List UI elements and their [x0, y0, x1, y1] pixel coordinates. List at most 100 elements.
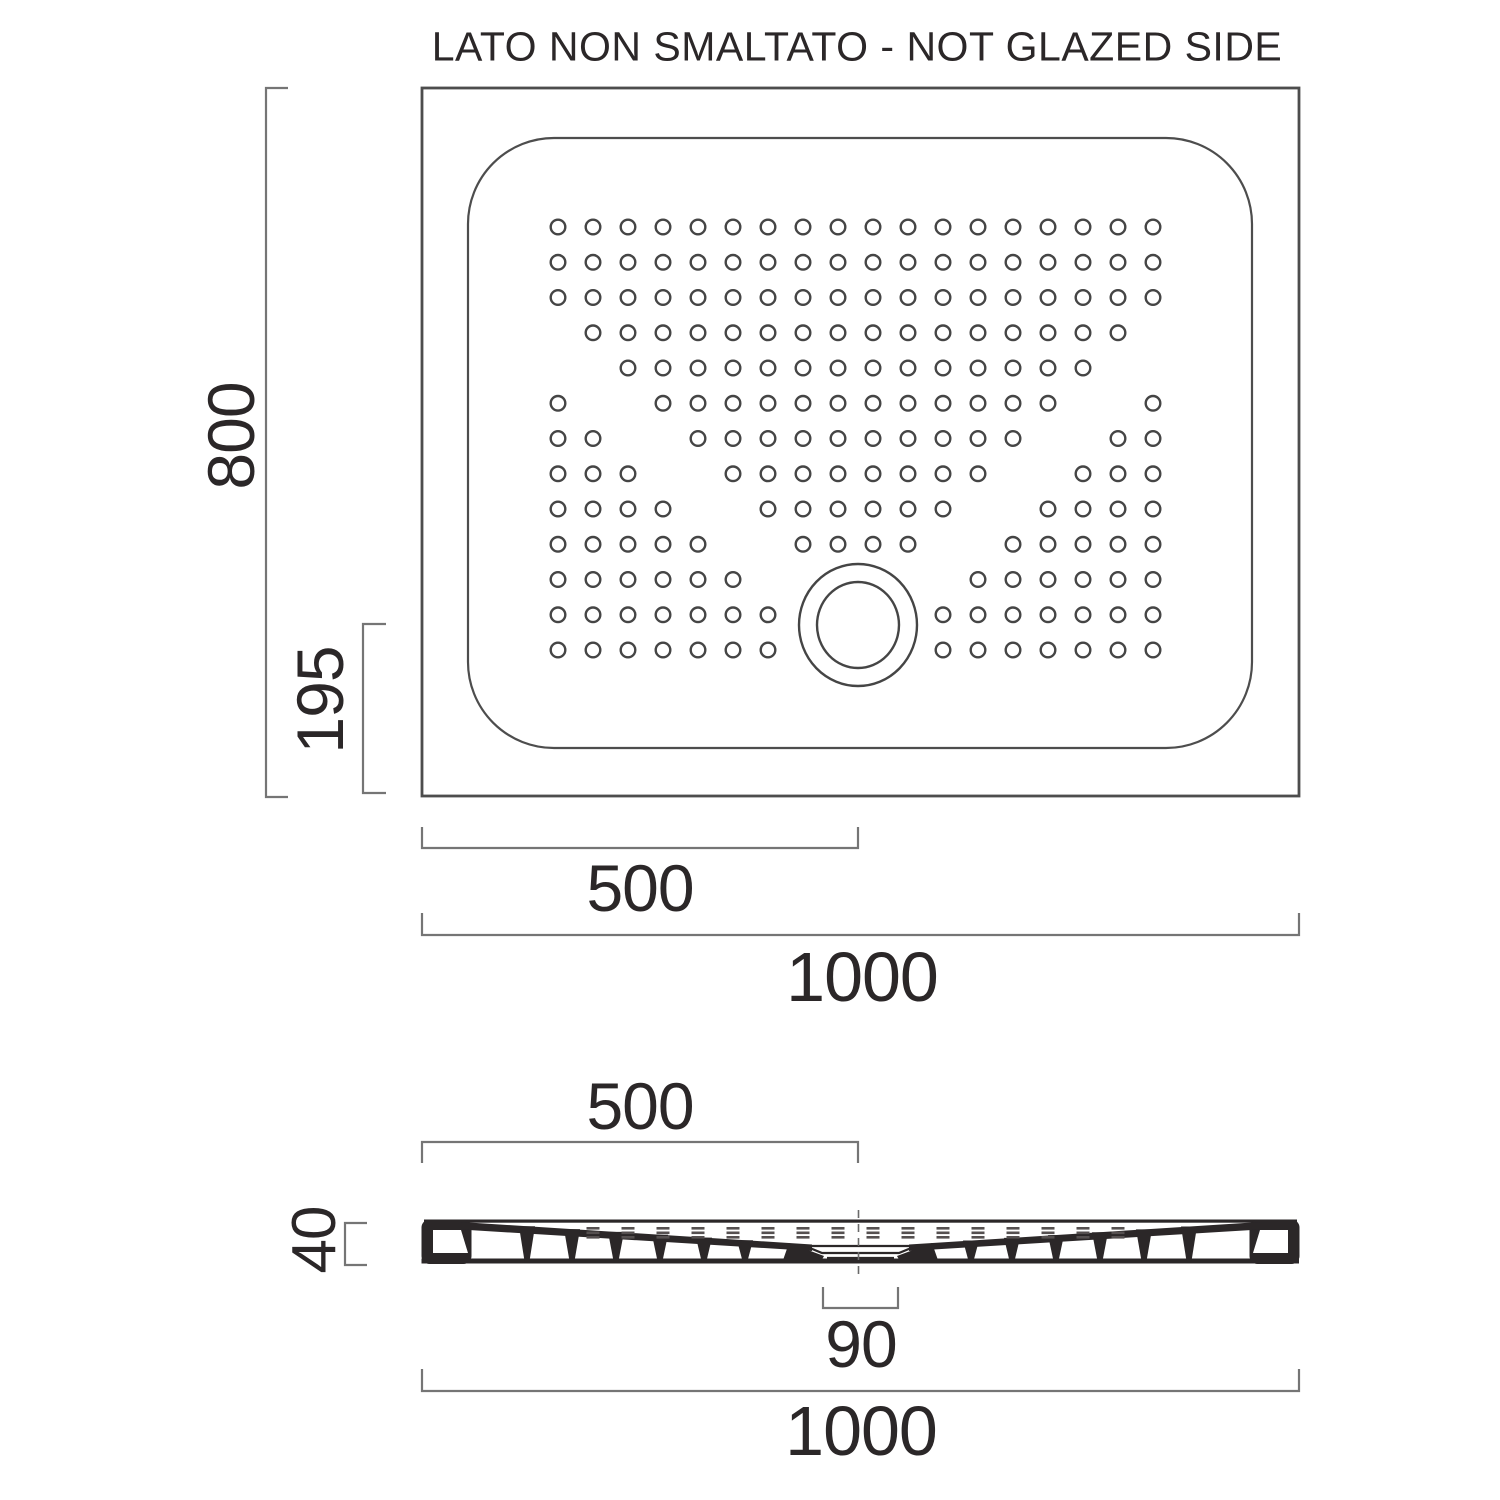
antislip-dot: [549, 465, 567, 483]
section-antislip-mark: [1111, 1227, 1125, 1239]
section-antislip-mark: [971, 1227, 985, 1239]
antislip-dot: [1144, 535, 1162, 553]
antislip-dot: [1144, 465, 1162, 483]
antislip-dot: [759, 289, 777, 307]
antislip-dot: [1144, 394, 1162, 412]
antislip-dot: [899, 465, 917, 483]
antislip-dot: [1039, 641, 1057, 659]
antislip-dot: [1039, 606, 1057, 624]
antislip-dot: [759, 430, 777, 448]
antislip-dot: [654, 500, 672, 518]
antislip-dot: [724, 606, 742, 624]
antislip-dot: [1039, 394, 1057, 412]
antislip-dot: [969, 359, 987, 377]
dim-500-section-bracket: [420, 1140, 860, 1163]
antislip-dot: [899, 324, 917, 342]
section-floor-slope-left: [461, 1222, 812, 1251]
dim-1000-top-bracket: [420, 913, 1301, 937]
antislip-dot: [899, 394, 917, 412]
antislip-dot: [829, 394, 847, 412]
antislip-dot: [724, 289, 742, 307]
antislip-dot: [1074, 359, 1092, 377]
antislip-dot: [1074, 500, 1092, 518]
antislip-dot: [1039, 571, 1057, 589]
section-rib: [1092, 1232, 1108, 1261]
antislip-dot: [969, 641, 987, 659]
antislip-dot: [619, 289, 637, 307]
antislip-dot: [794, 359, 812, 377]
antislip-dot: [619, 500, 637, 518]
dim-40-bracket: [343, 1221, 367, 1267]
antislip-dot: [934, 324, 952, 342]
antislip-dot: [1004, 606, 1022, 624]
antislip-dot: [724, 571, 742, 589]
dim-800-bracket: [264, 86, 288, 799]
antislip-dot: [724, 359, 742, 377]
section-antislip-mark: [1006, 1227, 1020, 1239]
antislip-dot: [654, 641, 672, 659]
antislip-dot: [934, 606, 952, 624]
antislip-dot: [689, 218, 707, 236]
antislip-dot: [794, 289, 812, 307]
tray-outer-outline: [420, 86, 1301, 798]
antislip-dot: [584, 253, 602, 271]
antislip-dot: [724, 394, 742, 412]
antislip-dot: [549, 500, 567, 518]
antislip-dot: [759, 324, 777, 342]
section-view: [421, 1210, 1300, 1274]
antislip-dot: [934, 289, 952, 307]
antislip-dot: [689, 571, 707, 589]
antislip-dot: [724, 324, 742, 342]
antislip-dot: [584, 641, 602, 659]
antislip-dot: [934, 430, 952, 448]
antislip-dot: [584, 289, 602, 307]
antislip-dot: [864, 218, 882, 236]
antislip-dot: [1039, 324, 1057, 342]
antislip-dot: [689, 430, 707, 448]
section-left-rim-cavity: [433, 1230, 468, 1253]
antislip-dot: [899, 253, 917, 271]
antislip-dot: [549, 571, 567, 589]
antislip-dot: [619, 535, 637, 553]
antislip-dot: [654, 359, 672, 377]
antislip-dot: [549, 394, 567, 412]
antislip-dot: [689, 606, 707, 624]
antislip-dot: [619, 465, 637, 483]
antislip-dot: [829, 535, 847, 553]
antislip-dot: [1074, 571, 1092, 589]
antislip-dot: [794, 253, 812, 271]
dim-1000-section-bracket: [420, 1369, 1301, 1393]
antislip-dot: [654, 606, 672, 624]
section-antislip-mark: [761, 1227, 775, 1239]
antislip-dot: [1109, 218, 1127, 236]
antislip-dot: [724, 465, 742, 483]
antislip-dot: [549, 218, 567, 236]
antislip-dot: [864, 430, 882, 448]
antislip-dot: [549, 641, 567, 659]
antislip-dot: [1004, 430, 1022, 448]
antislip-dot: [1004, 289, 1022, 307]
antislip-dot: [584, 324, 602, 342]
section-rib: [1048, 1235, 1064, 1261]
antislip-dot: [1039, 218, 1057, 236]
antislip-dot: [1039, 535, 1057, 553]
antislip-dot: [864, 359, 882, 377]
dim-500-section-label: 500: [586, 1069, 694, 1143]
antislip-dot: [1039, 500, 1057, 518]
antislip-dot: [549, 289, 567, 307]
antislip-dot: [969, 289, 987, 307]
antislip-dot: [584, 430, 602, 448]
antislip-dot: [1109, 535, 1127, 553]
antislip-dot: [1109, 430, 1127, 448]
antislip-dot: [689, 394, 707, 412]
antislip-dot: [899, 430, 917, 448]
antislip-dot: [619, 324, 637, 342]
section-antislip-mark: [796, 1227, 810, 1239]
antislip-dot: [829, 253, 847, 271]
section-antislip-mark: [1041, 1227, 1055, 1239]
antislip-dot: [1004, 218, 1022, 236]
section-rib: [1181, 1226, 1197, 1261]
antislip-dot: [759, 359, 777, 377]
dim-195-bracket: [361, 622, 386, 795]
